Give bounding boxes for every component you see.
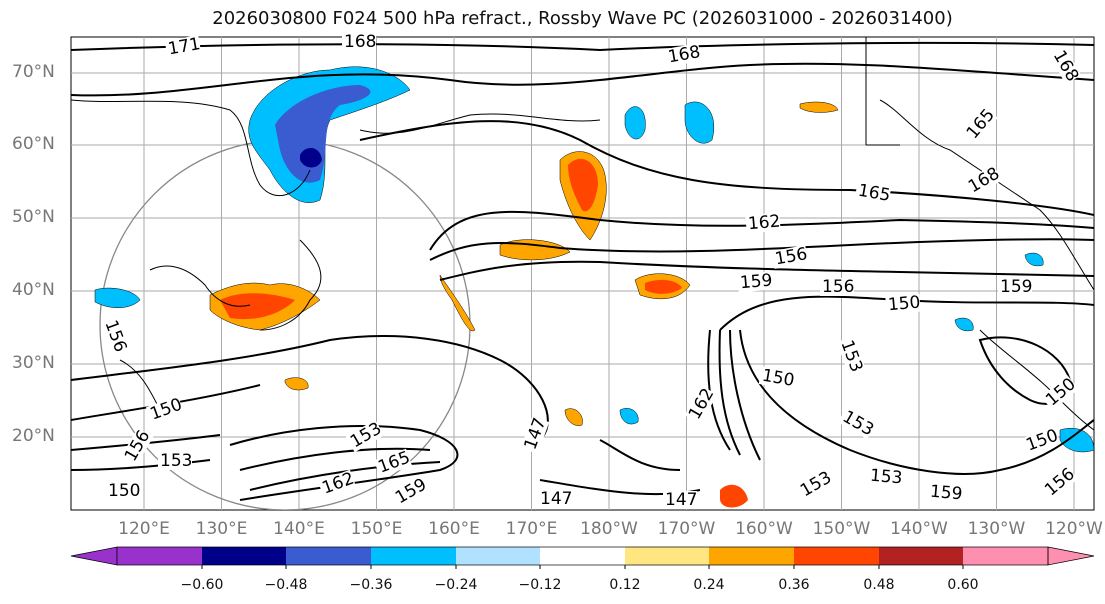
colorbar-extend-low (70, 546, 118, 566)
colorbar-swatch (794, 547, 879, 565)
contour-label-bg (663, 491, 697, 509)
contour-label-bg (538, 490, 572, 508)
lon-label: 130°W (967, 519, 1026, 539)
contour-label: 153 (869, 466, 903, 489)
contour-label-bg (1021, 426, 1061, 456)
contour-label: 159 (739, 271, 773, 294)
colorbar-extend-high (1047, 546, 1095, 566)
graticule (71, 37, 1094, 510)
lon-label: 160°W (735, 519, 793, 539)
colorbar-swatch (879, 547, 963, 565)
contour-label: 150 (108, 481, 140, 501)
colorbar-swatch (963, 547, 1048, 565)
contour-label-bg (390, 475, 430, 509)
contour-label-bg (927, 482, 963, 504)
colorbar-tick-label: −0.12 (518, 577, 562, 593)
contour-label-bg (100, 315, 130, 355)
lon-label: 170°E (505, 519, 558, 539)
colorbar-tick-label: −0.60 (180, 577, 224, 593)
colorbar-tick-label: −0.24 (434, 577, 478, 593)
contour-label-bg (758, 366, 796, 390)
contour-label-bg (885, 293, 921, 315)
lon-label: 120°W (1045, 519, 1103, 539)
lon-label: 130°E (195, 519, 248, 539)
contour-label-bg (963, 164, 1003, 198)
contour-label-bg (345, 419, 385, 453)
lon-label: 140°W (890, 519, 948, 539)
contour-label: 147 (665, 490, 697, 510)
contour-label-bg (373, 448, 413, 478)
colorbar-swatch (625, 547, 709, 565)
colorbar-swatch (540, 547, 625, 565)
contour-label-bg (854, 181, 892, 205)
lon-label: 170°W (657, 519, 716, 539)
contour-label-bg (1041, 375, 1079, 411)
contour-label-bg (837, 406, 877, 440)
colorbar-tick-label: −0.48 (264, 577, 308, 593)
contour-label: 162 (747, 212, 781, 235)
lat-label: 50°N (12, 207, 55, 227)
contour-label-bg (158, 452, 192, 470)
lat-label: 30°N (12, 353, 55, 373)
colorbar-tick-label: 0.36 (778, 577, 810, 593)
contour-label: 156 (822, 277, 854, 297)
contour-label-bg (1040, 465, 1078, 501)
contour-label-bg (164, 35, 202, 59)
lat-label: 70°N (12, 62, 55, 82)
colorbar-swatch (202, 547, 286, 565)
contour-label-bg (106, 482, 140, 500)
contour-label-bg (1048, 45, 1082, 85)
contour-label-bg (962, 106, 998, 144)
lat-label: 20°N (12, 426, 55, 446)
contour-label-bg (684, 385, 718, 425)
contour-label-bg (795, 468, 835, 502)
map-frame (70, 36, 1095, 511)
colorbar-tick-label: 0.48 (863, 577, 895, 593)
colorbar-tick-label: −0.36 (349, 577, 393, 593)
contour-label-bg (317, 469, 357, 499)
lon-label: 150°W (812, 519, 871, 539)
lon-label: 140°E (273, 519, 325, 539)
chart-title: 2026030800 F024 500 hPa refract., Rossby… (212, 8, 953, 29)
colorbar-tick-label: 0.24 (693, 577, 725, 593)
lon-label: 160°E (428, 519, 480, 539)
contour-label-bg (998, 278, 1032, 296)
colorbar-swatch (456, 547, 540, 565)
lon-label: 150°E (350, 519, 403, 539)
contour-label-bg (120, 427, 154, 467)
lat-label: 40°N (12, 280, 55, 300)
contour-label-bg (771, 245, 809, 269)
colorbar (70, 546, 1095, 569)
colorbar-swatch (709, 547, 794, 565)
colorbar-swatch (117, 547, 202, 565)
contour-label: 159 (929, 482, 963, 505)
lon-label: 120°E (118, 519, 170, 539)
contour-label-bg (342, 33, 376, 51)
contour-label: 168 (344, 32, 376, 52)
contour-label: 159 (1000, 277, 1032, 297)
contour-label-bg (664, 43, 702, 67)
contour-label: 153 (160, 451, 192, 471)
colorbar-swatch (286, 547, 371, 565)
anomaly-shading (94, 66, 1094, 508)
contour-label-bg (737, 271, 773, 293)
colorbar-tick-label: 0.12 (609, 577, 641, 593)
contour-label: 150 (887, 293, 921, 316)
contour-label-bg (745, 212, 781, 234)
contour-label-bg (836, 335, 866, 375)
lat-label: 60°N (12, 134, 55, 154)
colorbar-outline (116, 546, 1049, 566)
contour-label-bg (867, 466, 903, 488)
colorbar-tick-label: 0.60 (947, 577, 979, 593)
lon-label: 180°W (580, 519, 638, 539)
contour-label-bg (145, 395, 185, 425)
colorbar-swatch (371, 547, 456, 565)
contour-label: 147 (540, 489, 572, 509)
contour-label-bg (520, 415, 550, 455)
contour-label-bg (820, 278, 854, 296)
